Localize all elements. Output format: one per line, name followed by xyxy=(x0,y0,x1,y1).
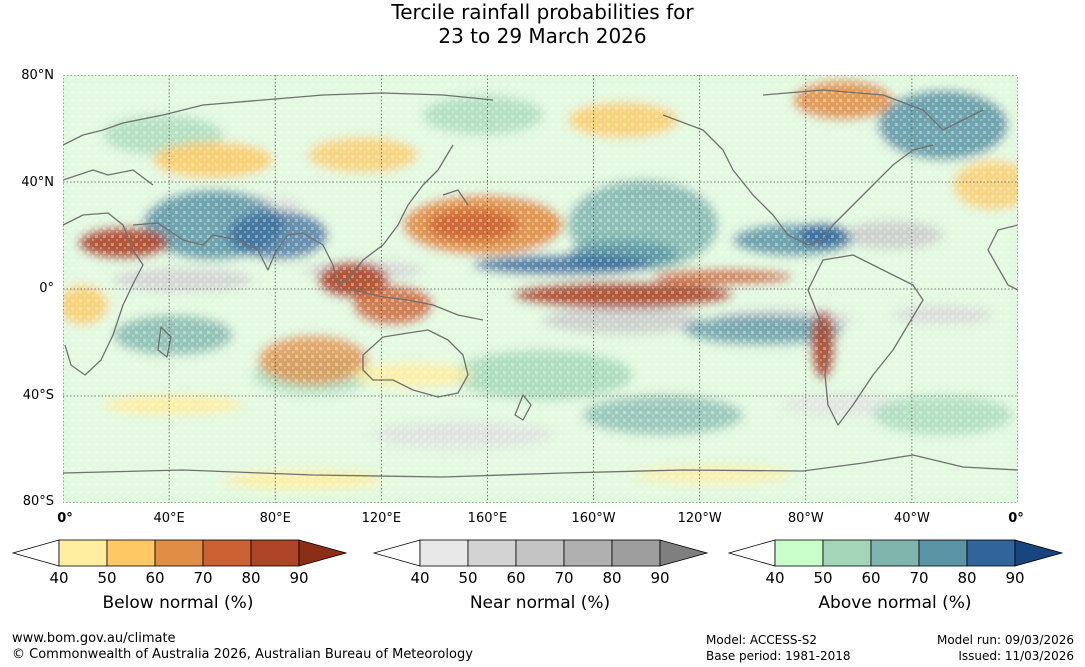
coast-new-zealand xyxy=(514,394,532,421)
colorbar-segment xyxy=(58,539,108,567)
colorbar-arrow-high xyxy=(298,539,348,567)
coast-eurasia-north xyxy=(63,92,494,146)
colorbar-segment xyxy=(611,539,661,567)
footer-url[interactable]: www.bom.gov.au/climate xyxy=(12,631,176,646)
coast-africa-west xyxy=(987,224,1018,291)
colorbar-tick-label: 70 xyxy=(193,569,212,587)
coast-japan xyxy=(442,189,469,206)
lat-label-40s: 40°S xyxy=(22,388,54,403)
colorbar-arrow-low xyxy=(728,539,776,567)
lat-label-40n: 40°N xyxy=(21,175,54,190)
colorbar-tick-label: 70 xyxy=(554,569,573,587)
colorbar-arrow-low xyxy=(12,539,60,567)
map-canvas xyxy=(63,75,1018,503)
colorbar-title-above: Above normal (%) xyxy=(818,593,972,613)
lon-label: 160°E xyxy=(467,511,508,526)
colorbar-segment xyxy=(467,539,517,567)
colorbar-tick-label: 90 xyxy=(650,569,669,587)
lon-label: 0° xyxy=(1008,511,1024,526)
colorbar-segment xyxy=(106,539,156,567)
lon-label: 0° xyxy=(57,511,73,526)
coastlines xyxy=(63,89,1018,478)
lon-label: 80°W xyxy=(787,511,824,526)
colorbar-tick-label: 50 xyxy=(97,569,116,587)
colorbar-title-below: Below normal (%) xyxy=(102,593,254,613)
footer-model: Model: ACCESS-S2 xyxy=(706,633,818,647)
title-line-1: Tercile rainfall probabilities for xyxy=(391,0,694,24)
coast-madagascar xyxy=(157,326,172,358)
lat-label-80n: 80°N xyxy=(21,68,54,83)
lon-label: 40°W xyxy=(893,511,930,526)
map-border xyxy=(63,75,1018,503)
colorbar-segment xyxy=(563,539,613,567)
lon-label: 80°E xyxy=(259,511,291,526)
colorbar-tick-label: 40 xyxy=(49,569,68,587)
colorbar-tick-label: 40 xyxy=(410,569,429,587)
lon-label: 120°E xyxy=(361,511,402,526)
map-title: Tercile rainfall probabilities for 23 to… xyxy=(0,0,1085,48)
colorbar-arrow-high xyxy=(1014,539,1064,567)
footer-copyright: © Commonwealth of Australia 2026, Austra… xyxy=(12,647,473,662)
lat-label-80s: 80°S xyxy=(22,494,54,509)
colorbar-segment xyxy=(774,539,824,567)
title-line-2: 23 to 29 March 2026 xyxy=(438,24,647,48)
footer-base-period: Base period: 1981-2018 xyxy=(706,649,851,663)
colorbar-segment xyxy=(202,539,252,567)
colorbar-segment xyxy=(966,539,1016,567)
gridlines xyxy=(63,75,1018,503)
colorbar-tick-label: 80 xyxy=(957,569,976,587)
colorbar-arrow-high xyxy=(659,539,709,567)
colorbar-segment xyxy=(419,539,469,567)
footer-model-run: Model run: 09/03/2026 xyxy=(936,633,1074,647)
colorbar-tick-label: 80 xyxy=(602,569,621,587)
coast-se-asia xyxy=(302,144,454,286)
colorbar-tick-label: 50 xyxy=(813,569,832,587)
lon-label: 40°E xyxy=(153,511,185,526)
colorbar-tick-label: 40 xyxy=(765,569,784,587)
footer-issued: Issued: 11/03/2026 xyxy=(958,649,1074,663)
coast-arabia-india xyxy=(132,222,304,271)
colorbar-tick-label: 60 xyxy=(861,569,880,587)
colorbar-arrow-low xyxy=(373,539,421,567)
coast-north-america xyxy=(662,114,934,246)
coast-africa-east xyxy=(63,212,144,376)
coast-arctic-canada xyxy=(762,89,984,131)
colorbar-tick-label: 80 xyxy=(241,569,260,587)
colorbar-tick-label: 60 xyxy=(506,569,525,587)
colorbar-segment xyxy=(822,539,872,567)
colorbar-segment xyxy=(870,539,920,567)
colorbar-below: 40 50 60 70 80 90 xyxy=(12,539,348,587)
lon-label: 160°W xyxy=(571,511,616,526)
colorbar-near: 40 50 60 70 80 90 xyxy=(373,539,709,587)
colorbar-tick-label: 70 xyxy=(909,569,928,587)
coast-antarctica xyxy=(63,454,1018,478)
lon-label: 120°W xyxy=(677,511,722,526)
coast-mediterranean xyxy=(63,169,154,186)
rainfall-probability-map xyxy=(63,75,1018,503)
colorbar-segment xyxy=(154,539,204,567)
coast-south-america xyxy=(807,254,924,426)
colorbar-above: 40 50 60 70 80 90 xyxy=(728,539,1064,587)
colorbar-tick-label: 90 xyxy=(1005,569,1024,587)
colorbar-segment xyxy=(918,539,968,567)
colorbar-tick-label: 60 xyxy=(145,569,164,587)
colorbar-tick-label: 50 xyxy=(458,569,477,587)
coast-australia xyxy=(362,329,469,398)
coast-indonesia xyxy=(352,289,484,321)
lat-label-0: 0° xyxy=(39,281,54,296)
colorbar-segment xyxy=(515,539,565,567)
colorbar-segment xyxy=(250,539,300,567)
colorbar-tick-label: 90 xyxy=(289,569,308,587)
colorbar-title-near: Near normal (%) xyxy=(469,593,611,613)
